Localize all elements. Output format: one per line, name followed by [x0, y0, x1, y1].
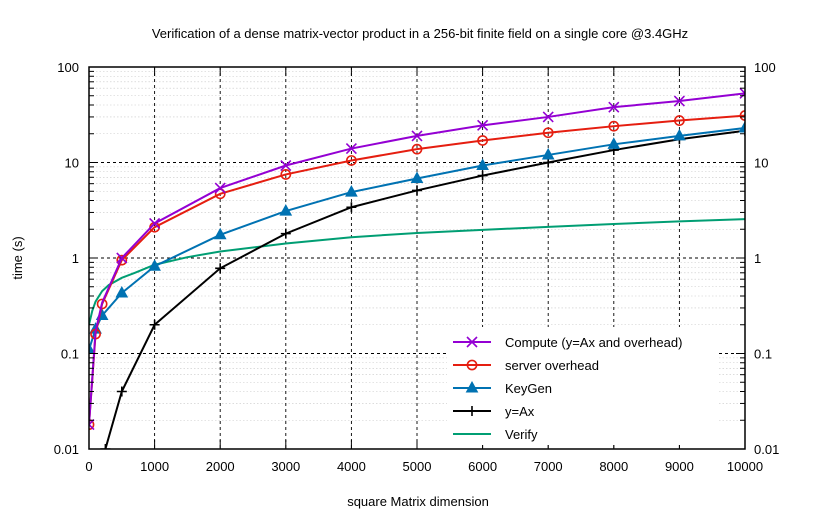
series-point-0: [345, 142, 357, 155]
series-point-2: [476, 158, 489, 171]
series-point-0: [116, 252, 128, 264]
series-point-1: [214, 188, 226, 200]
y-tick-label-right: 100: [754, 60, 776, 75]
legend-label-1: server overhead: [505, 358, 599, 373]
series-point-3: [215, 263, 226, 274]
y-tick-label-left: 1: [72, 251, 79, 266]
x-tick-label: 10000: [727, 459, 763, 474]
y-axis-label: time (s): [10, 236, 25, 279]
series-point-3: [116, 386, 127, 397]
series-point-3: [149, 319, 160, 330]
series-line-0: [89, 92, 745, 425]
series-point-3: [280, 228, 291, 239]
x-tick-label: 4000: [337, 459, 366, 474]
series-point-0: [673, 95, 685, 107]
y-tick-label-left: 10: [65, 156, 79, 171]
series-point-0: [89, 419, 95, 431]
series-point-0: [477, 119, 489, 131]
series-point-2: [279, 204, 293, 216]
series-line-2: [89, 126, 745, 350]
series-point-0: [739, 87, 745, 99]
series-point-3: [412, 185, 422, 196]
legend-marker-3: [467, 406, 477, 416]
series-line-4: [89, 218, 745, 325]
series-point-1: [345, 155, 357, 166]
series-point-2: [148, 259, 161, 271]
x-tick-label: 7000: [534, 459, 563, 474]
x-tick-label: 6000: [468, 459, 497, 474]
legend-label-0: Compute (y=Ax and overhead): [505, 335, 682, 350]
legend-marker-1: [466, 359, 478, 371]
series-clip-group: [89, 87, 745, 449]
chart-title: Verification of a dense matrix-vector pr…: [152, 26, 688, 41]
legend: Compute (y=Ax and overhead) server overhe…: [447, 327, 719, 445]
series-point-1: [674, 115, 685, 126]
series-point-2: [410, 171, 424, 183]
series-point-3: [477, 170, 488, 181]
series-point-1: [477, 135, 488, 146]
series-point-0: [214, 182, 226, 194]
y-tick-label-left: 0.1: [61, 347, 79, 362]
series-point-0: [608, 101, 620, 113]
y-tick-label-right: 0.01: [754, 442, 779, 457]
series-point-2: [115, 285, 129, 298]
legend-label-2: KeyGen: [505, 381, 552, 396]
x-tick-label: 2000: [206, 459, 235, 474]
y-tick-label-left: 100: [57, 60, 79, 75]
legend-label-3: y=Ax: [505, 404, 535, 419]
series-point-0: [411, 130, 423, 142]
series-point-2: [607, 137, 621, 149]
series-point-2: [738, 120, 745, 133]
x-axis-label: square Matrix dimension: [347, 494, 489, 509]
series-point-1: [116, 254, 128, 266]
series-point-0: [149, 217, 161, 230]
legend-label-4: Verify: [505, 427, 538, 442]
x-tick-label: 8000: [599, 459, 628, 474]
series-2: [89, 120, 745, 355]
series-point-2: [541, 147, 555, 160]
series-layer: [89, 87, 745, 449]
series-line-3: [104, 129, 745, 449]
series-point-2: [89, 342, 96, 355]
series-point-2: [345, 185, 358, 197]
series-4: [89, 218, 745, 325]
series-point-3: [100, 444, 111, 449]
series-point-0: [280, 159, 292, 172]
x-tick-label: 9000: [665, 459, 694, 474]
y-tick-label-left: 0.01: [54, 442, 79, 457]
series-point-2: [213, 227, 227, 240]
series-point-3: [346, 202, 357, 213]
series-point-0: [542, 111, 554, 123]
x-tick-label: 5000: [403, 459, 432, 474]
series-point-1: [411, 143, 423, 155]
x-tick-label: 1000: [140, 459, 169, 474]
series-point-1: [608, 120, 620, 132]
series-point-1: [739, 110, 745, 121]
series-point-1: [96, 298, 108, 310]
series-0: [89, 87, 745, 431]
legend-box: [447, 327, 719, 445]
legend-marker-0: [466, 336, 478, 348]
series-point-2: [673, 128, 686, 141]
series-point-1: [280, 169, 292, 180]
x-tick-label: 3000: [271, 459, 300, 474]
legend-marker-2: [465, 380, 479, 393]
y-tick-label-right: 1: [754, 251, 761, 266]
x-tick-label: 0: [85, 459, 92, 474]
y-tick-label-right: 10: [754, 156, 768, 171]
series-point-1: [542, 127, 554, 139]
y-tick-label-right: 0.1: [754, 347, 772, 362]
